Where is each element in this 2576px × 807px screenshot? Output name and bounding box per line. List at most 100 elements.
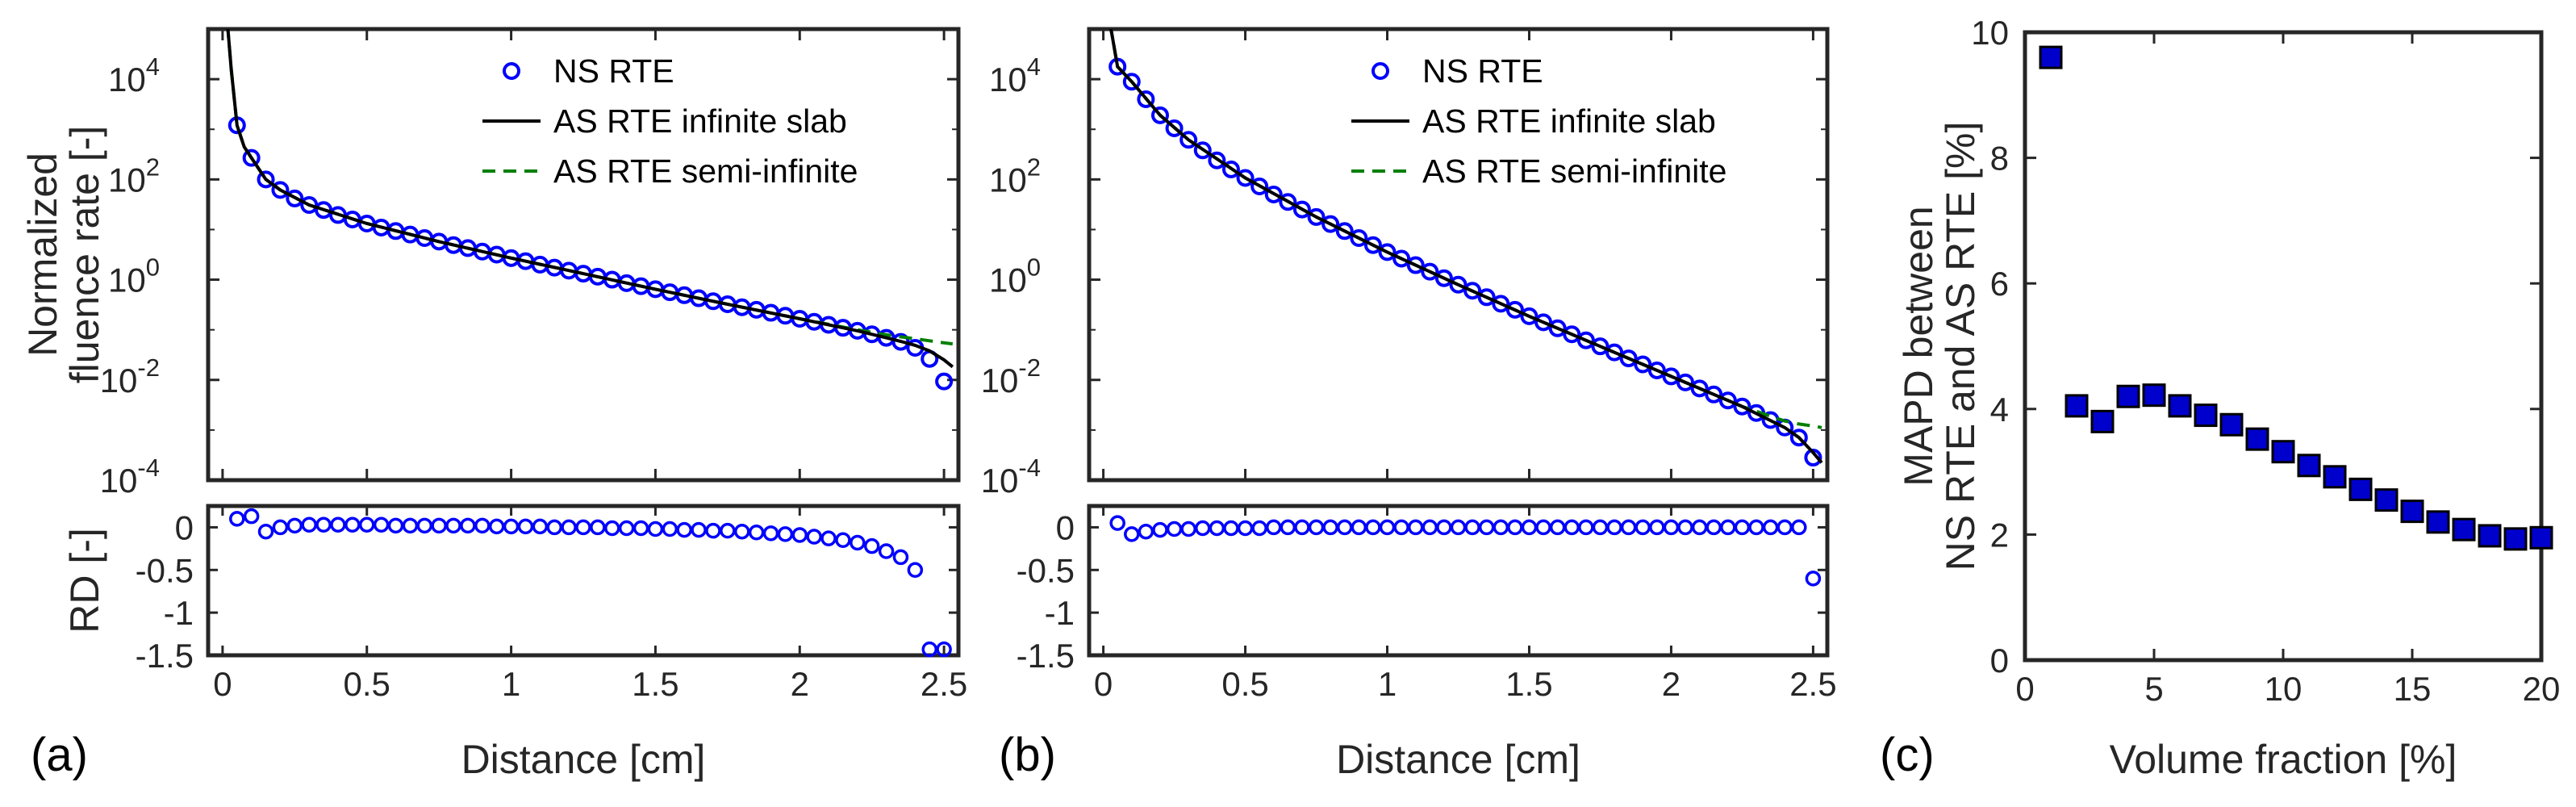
ns-rte-point	[1605, 343, 1624, 362]
bottom-ylabel: RD [-]	[62, 528, 107, 633]
legend-label: AS RTE infinite slab	[553, 102, 847, 140]
rd-point	[936, 641, 952, 658]
as-rte-infinite-slab-line	[226, 29, 954, 369]
xtick-label-c: 0	[2015, 670, 2034, 708]
rd-point	[1592, 519, 1609, 536]
top-ytick-label: 100	[108, 253, 160, 299]
ns-rte-point	[242, 148, 261, 167]
ns-rte-point	[1505, 300, 1524, 319]
rd-point	[604, 520, 620, 537]
rd-point	[1663, 519, 1680, 536]
ns-rte-point	[1292, 200, 1311, 219]
xtick-label: 0	[1094, 665, 1113, 703]
xtick-label-c: 20	[2523, 670, 2561, 708]
xlabel-c: Volume fraction [%]	[2110, 737, 2457, 782]
rd-point	[1109, 515, 1125, 531]
mapd-point	[2452, 517, 2476, 541]
rd-point	[257, 523, 274, 540]
xtick-label: 0	[213, 665, 232, 703]
rd-point	[1649, 519, 1665, 536]
ns-rte-point	[1421, 262, 1439, 281]
ns-rte-point	[1350, 229, 1368, 248]
rd-point	[1365, 519, 1381, 536]
ytick-label-c: 0	[1990, 642, 2009, 679]
bottom-axes-box	[206, 504, 961, 658]
rd-point	[1691, 519, 1708, 536]
ytick-label-c: 4	[1990, 391, 2009, 429]
rd-point	[1805, 571, 1822, 587]
rd-point	[1138, 523, 1154, 540]
rd-point	[1620, 519, 1637, 536]
ns-rte-point	[1662, 367, 1680, 386]
rd-point	[1436, 519, 1452, 536]
top-ytick-label: 100	[989, 253, 1041, 299]
panel-label-a: (a)	[31, 729, 88, 781]
rd-point	[575, 519, 591, 536]
rd-point	[1251, 520, 1267, 537]
ns-rte-point	[257, 170, 275, 189]
rd-point	[503, 518, 520, 535]
rd-point	[561, 519, 577, 536]
rd-point	[892, 549, 909, 566]
ns-rte-point	[1279, 193, 1297, 211]
xtick-label: 0.5	[344, 665, 390, 703]
rd-point	[1379, 519, 1396, 536]
rd-point	[1734, 519, 1751, 536]
rd-point	[445, 517, 461, 534]
rd-point	[1748, 519, 1764, 536]
axes-box-c	[2023, 30, 2544, 663]
top-ytick-label: 10-4	[100, 454, 160, 500]
ns-rte-point	[1434, 269, 1453, 287]
top-series-group	[1108, 29, 1823, 467]
mapd-point	[2400, 500, 2424, 524]
xtick-label: 1	[502, 665, 520, 703]
rd-point	[791, 527, 808, 543]
ns-rte-point	[1789, 429, 1808, 447]
top-ylabel-line2: fluence rate [-]	[62, 126, 107, 384]
rd-point	[1266, 519, 1282, 536]
rd-point	[1521, 519, 1538, 536]
legend-label: NS RTE	[553, 52, 674, 90]
ns-rte-point	[1647, 361, 1666, 379]
ns-rte-point	[935, 372, 954, 391]
ns-rte-point	[1576, 331, 1595, 349]
legend-label: NS RTE	[1422, 52, 1543, 90]
rd-point	[1195, 520, 1211, 537]
ns-rte-point	[1122, 73, 1141, 91]
rd-point	[863, 537, 880, 554]
rd-point	[1776, 519, 1793, 536]
mapd-point	[2271, 440, 2295, 464]
xtick-label: 2.5	[1789, 665, 1836, 703]
rd-point	[1507, 519, 1523, 536]
ns-rte-point	[1563, 325, 1581, 344]
ns-rte-point	[1718, 391, 1737, 410]
bottom-ytick-label: -1	[1045, 594, 1075, 632]
rd-point	[1422, 519, 1438, 536]
rd-point	[907, 562, 924, 579]
rd-point	[1393, 519, 1409, 536]
rd-point	[1493, 519, 1509, 536]
bottom-ytick-label: -1.5	[136, 637, 194, 675]
mapd-point	[2039, 45, 2063, 69]
mapd-point	[2194, 404, 2218, 428]
rd-point	[1677, 519, 1693, 536]
xtick-label: 1.5	[632, 665, 678, 703]
rd-point	[777, 526, 794, 542]
xtick-label: 1	[1378, 665, 1397, 703]
rd-point	[647, 521, 664, 537]
ns-rte-point	[1676, 373, 1695, 391]
mapd-point	[2426, 510, 2450, 534]
bottom-ytick-label: -1	[164, 594, 194, 632]
ns-rte-point	[1264, 185, 1283, 203]
rd-point	[488, 518, 505, 535]
rd-point	[691, 521, 707, 538]
rd-point	[1294, 519, 1310, 536]
xtick-label: 0.5	[1221, 665, 1268, 703]
ytick-label-c: 8	[1990, 140, 2009, 178]
ylabel-c-line1: MAPD between	[1896, 206, 1941, 486]
legend-label: AS RTE semi-infinite	[553, 153, 858, 190]
rd-point	[705, 522, 721, 539]
rd-point	[1706, 519, 1722, 536]
mapd-point	[2374, 488, 2399, 512]
